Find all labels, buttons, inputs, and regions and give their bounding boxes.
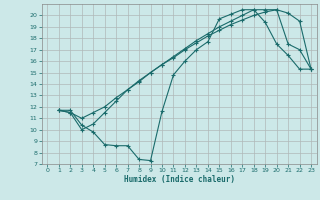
X-axis label: Humidex (Indice chaleur): Humidex (Indice chaleur) (124, 175, 235, 184)
